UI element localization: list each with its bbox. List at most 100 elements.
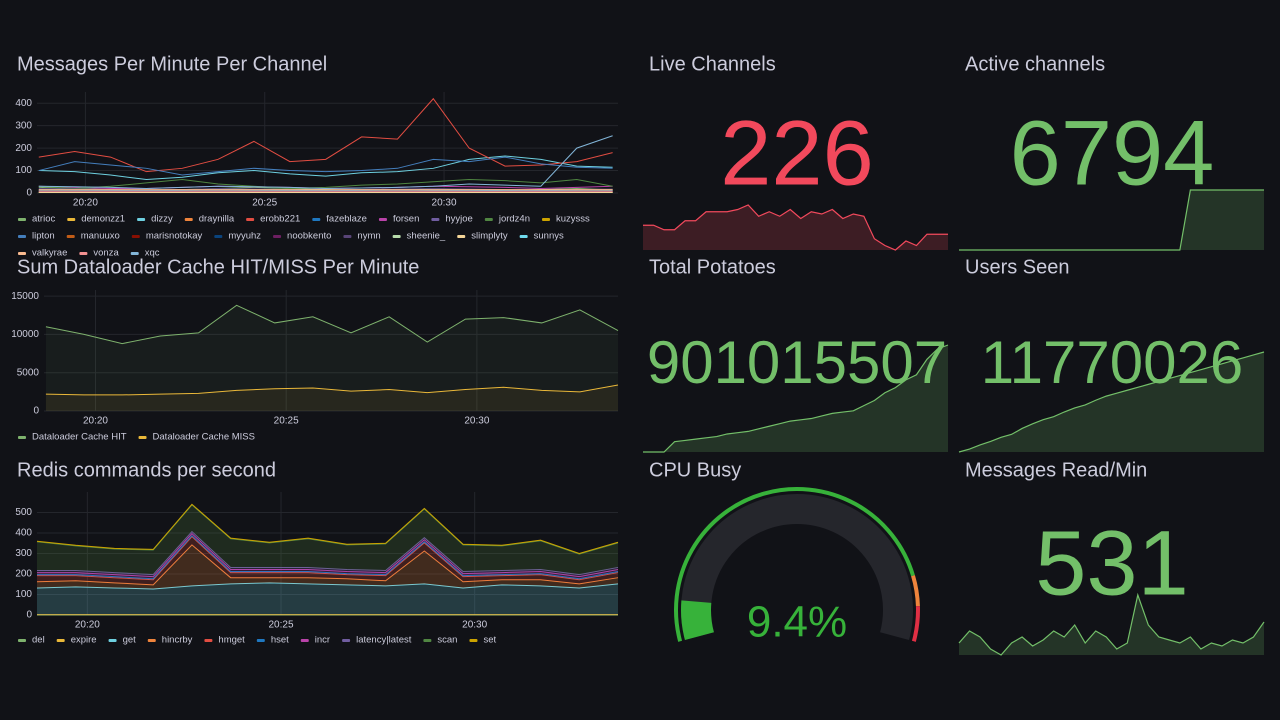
y-tick-label: 300	[15, 120, 32, 131]
series-line	[36, 503, 619, 555]
sparkline	[958, 592, 1265, 656]
y-tick-label: 0	[26, 188, 32, 199]
series-line	[36, 504, 619, 555]
legend-label: valkyrae	[32, 248, 67, 259]
legend-swatch	[18, 436, 26, 439]
legend-label: marisnotokay	[146, 231, 203, 242]
series-line	[45, 384, 619, 396]
x-tick-label: 20:30	[432, 198, 457, 209]
legend-label: Dataloader Cache HIT	[32, 432, 127, 443]
legend-label: incr	[315, 635, 330, 646]
legend-label: jordz4n	[498, 214, 530, 225]
legend-swatch	[542, 218, 550, 221]
legend-swatch	[246, 218, 255, 221]
legend-swatch	[18, 218, 26, 221]
legend-label: hset	[271, 635, 289, 646]
sparkline-fill	[643, 345, 948, 452]
y-tick-label: 300	[15, 548, 32, 559]
series-line	[38, 155, 613, 181]
panel-title: CPU Busy	[649, 459, 741, 481]
legend-label: del	[32, 635, 45, 646]
legend-label: demonzz1	[81, 214, 125, 225]
stat-value: 226	[720, 102, 874, 204]
series-line	[38, 156, 613, 176]
legend-swatch	[18, 252, 26, 255]
legend-label: sunnys	[534, 231, 564, 242]
legend-swatch	[18, 235, 26, 238]
legend-label: set	[483, 635, 496, 646]
legend-label: vonza	[93, 248, 119, 259]
y-tick-label: 100	[15, 165, 32, 176]
legend-label: expire	[71, 635, 97, 646]
panel-title: Messages Per Minute Per Channel	[17, 53, 327, 75]
legend-swatch	[378, 218, 387, 221]
legend-swatch	[67, 218, 76, 221]
stat-value: 6794	[1010, 102, 1215, 204]
y-tick-label: 0	[33, 406, 39, 417]
legend-label: latency|latest	[356, 635, 412, 646]
threshold-band	[911, 575, 920, 607]
x-tick-label: 20:25	[274, 416, 299, 427]
legend-label: get	[123, 635, 137, 646]
threshold-band	[911, 606, 920, 642]
legend-label: lipton	[32, 231, 55, 242]
x-tick-label: 20:20	[83, 416, 108, 427]
legend-swatch	[312, 218, 321, 221]
stat-value: 11770026	[981, 329, 1244, 396]
legend-label: slimplyty	[471, 231, 508, 242]
y-tick-label: 0	[26, 610, 32, 621]
legend-label: draynilla	[199, 214, 235, 225]
legend-label: hyyjoe	[445, 214, 472, 225]
legend-swatch	[184, 218, 193, 221]
legend-swatch	[130, 252, 139, 255]
legend-swatch	[147, 639, 156, 642]
legend-swatch	[457, 235, 466, 238]
panel-title: Live Channels	[649, 53, 776, 75]
series-line	[37, 530, 619, 576]
legend-swatch	[423, 639, 432, 642]
y-tick-label: 400	[15, 98, 32, 109]
series-line	[38, 179, 613, 190]
legend-label: hincrby	[162, 635, 193, 646]
legend-label: hmget	[218, 635, 245, 646]
legend-label: atrioc	[32, 214, 55, 225]
legend-swatch	[342, 639, 351, 642]
y-tick-label: 500	[15, 507, 32, 518]
area-fill	[45, 305, 618, 411]
gauge-track	[681, 494, 913, 640]
legend-label: noobkento	[287, 231, 331, 242]
panel-title: Sum Dataloader Cache HIT/MISS Per Minute	[17, 256, 419, 278]
threshold-band	[674, 487, 915, 642]
legend-label: nymn	[357, 231, 380, 242]
legend-label: dizzy	[151, 214, 173, 225]
legend-label: manuuxo	[81, 231, 120, 242]
y-tick-label: 10000	[11, 329, 39, 340]
series-line	[38, 135, 613, 190]
legend-swatch	[431, 218, 440, 221]
legend-label: xqc	[145, 248, 160, 259]
legend-swatch	[273, 235, 282, 238]
legend-swatch	[214, 235, 223, 238]
legend-swatch	[484, 218, 493, 221]
x-tick-label: 20:20	[73, 198, 98, 209]
legend-swatch	[79, 252, 88, 255]
x-tick-label: 20:20	[75, 620, 100, 631]
legend-swatch	[131, 235, 140, 238]
legend-swatch	[392, 235, 401, 238]
legend-label: sheenie_	[407, 231, 446, 242]
sparkline	[643, 204, 948, 251]
legend-label: kuzysss	[556, 214, 590, 225]
y-tick-label: 200	[15, 569, 32, 580]
sparkline-fill	[959, 595, 1264, 655]
y-tick-label: 400	[15, 528, 32, 539]
panel-title: Messages Read/Min	[965, 459, 1147, 481]
legend-swatch	[138, 436, 147, 439]
series-line	[37, 535, 619, 581]
y-tick-label: 15000	[11, 291, 39, 302]
legend-label: erobb221	[260, 214, 300, 225]
sparkline	[958, 351, 1265, 453]
x-tick-label: 20:25	[252, 198, 277, 209]
